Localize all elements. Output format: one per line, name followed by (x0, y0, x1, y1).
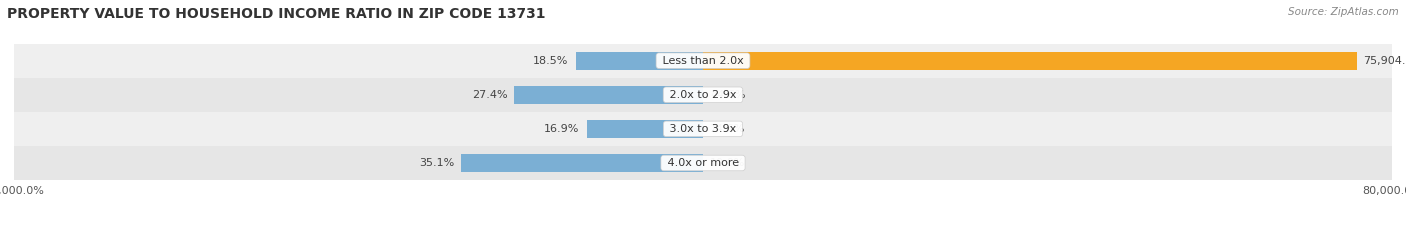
FancyBboxPatch shape (14, 44, 1392, 78)
Text: 10.0%: 10.0% (710, 158, 745, 168)
Text: 27.4%: 27.4% (472, 90, 508, 100)
Legend: Without Mortgage, With Mortgage: Without Mortgage, With Mortgage (572, 230, 834, 233)
Text: 3.0x to 3.9x: 3.0x to 3.9x (666, 124, 740, 134)
Bar (586, 120, 703, 138)
FancyBboxPatch shape (14, 112, 1392, 146)
Text: 4.0x or more: 4.0x or more (664, 158, 742, 168)
Text: PROPERTY VALUE TO HOUSEHOLD INCOME RATIO IN ZIP CODE 13731: PROPERTY VALUE TO HOUSEHOLD INCOME RATIO… (7, 7, 546, 21)
Bar (703, 52, 1357, 70)
Bar (515, 86, 703, 104)
FancyBboxPatch shape (14, 78, 1392, 112)
Text: 16.9%: 16.9% (544, 124, 579, 134)
Text: 35.1%: 35.1% (419, 158, 454, 168)
Text: 2.0x to 2.9x: 2.0x to 2.9x (666, 90, 740, 100)
Text: Source: ZipAtlas.com: Source: ZipAtlas.com (1288, 7, 1399, 17)
Text: 14.6%: 14.6% (710, 124, 745, 134)
Text: 44.6%: 44.6% (710, 90, 745, 100)
Text: 75,904.6%: 75,904.6% (1364, 56, 1406, 66)
Bar (461, 154, 703, 172)
Text: Less than 2.0x: Less than 2.0x (659, 56, 747, 66)
FancyBboxPatch shape (14, 146, 1392, 180)
Bar (575, 52, 703, 70)
Text: 18.5%: 18.5% (533, 56, 568, 66)
